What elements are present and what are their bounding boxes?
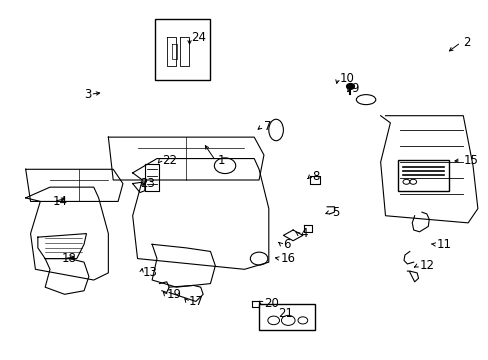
Text: 7: 7: [264, 120, 271, 133]
Bar: [259, 304, 314, 330]
Text: 12: 12: [419, 259, 434, 272]
Text: 19: 19: [166, 288, 182, 301]
Circle shape: [346, 84, 354, 89]
Text: 13: 13: [142, 266, 157, 279]
Text: 4: 4: [300, 227, 307, 240]
Text: 22: 22: [162, 154, 177, 167]
Text: 3: 3: [84, 88, 91, 101]
Text: 14: 14: [52, 195, 67, 208]
Bar: [154, 19, 210, 80]
Text: 16: 16: [281, 252, 295, 265]
Text: 9: 9: [351, 82, 358, 95]
Text: 21: 21: [278, 307, 293, 320]
Text: 23: 23: [140, 177, 155, 190]
Text: 11: 11: [436, 238, 450, 251]
Bar: [397, 160, 448, 191]
Text: 18: 18: [62, 252, 77, 265]
Text: 24: 24: [191, 31, 205, 44]
Text: 6: 6: [283, 238, 290, 251]
Text: 8: 8: [312, 170, 319, 183]
Text: 15: 15: [462, 154, 477, 167]
Text: 1: 1: [217, 154, 225, 167]
Text: 20: 20: [264, 297, 278, 310]
Text: 5: 5: [331, 206, 339, 219]
Text: 10: 10: [339, 72, 353, 85]
Ellipse shape: [268, 119, 283, 141]
Ellipse shape: [356, 95, 375, 105]
Text: 2: 2: [462, 36, 470, 49]
Text: 17: 17: [188, 295, 203, 308]
